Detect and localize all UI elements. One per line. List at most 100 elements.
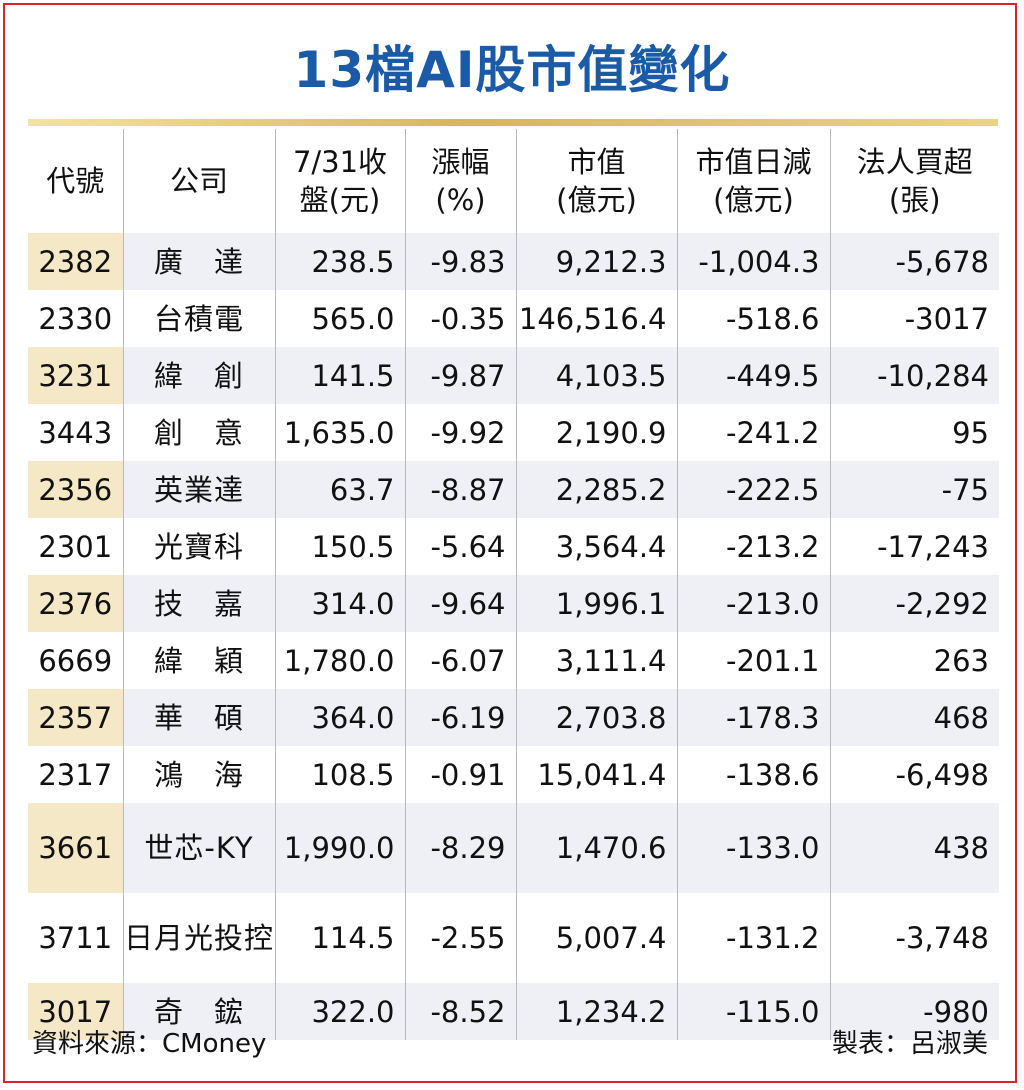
cell-company: 世芯-KY [122,803,275,893]
cell-market-cap: 2,285.2 [515,461,677,518]
author-note: 製表：呂淑美 [831,1029,988,1059]
cell-change: -8.87 [404,461,516,518]
cell-cap-drop: -1,004.3 [676,233,830,290]
cell-change: -9.83 [404,233,516,290]
table-row: 3711 日月光投控 114.5 -2.55 5,007.4 -131.2 -3,748 [28,893,999,983]
cell-market-cap: 3,111.4 [515,632,677,689]
cell-company: 光寶科 [122,518,275,575]
cell-change: -6.07 [404,632,516,689]
cell-close: 63.7 [274,461,405,518]
cell-change: -9.64 [404,575,516,632]
col-header-market-cap: 市值 (億元) [515,129,677,233]
cell-net-buy: 468 [829,689,999,746]
cell-code: 2382 [28,233,123,290]
cell-net-buy: -2,292 [829,575,999,632]
cell-net-buy: -5,678 [829,233,999,290]
cell-close: 322.0 [274,983,405,1040]
cell-code: 2356 [28,461,123,518]
col-header-close: 7/31收 盤(元) [274,129,405,233]
cell-company: 英業達 [122,461,275,518]
cell-company: 廣 達 [122,233,275,290]
col-header-net-buy: 法人買超 (張) [829,129,999,233]
cell-company: 鴻 海 [122,746,275,803]
table-row: 2357 華 碩 364.0 -6.19 2,703.8 -178.3 468 [28,689,999,746]
table-row: 2376 技 嘉 314.0 -9.64 1,996.1 -213.0 -2,292 [28,575,999,632]
cell-cap-drop: -138.6 [676,746,830,803]
cell-code: 3661 [28,803,123,893]
col-header-code: 代號 [46,164,105,198]
header-row: 代號 公司 7/31收 盤(元) 漲幅 (%) 市值 (億元) 市值日減 (億元) 法人… [28,129,999,233]
cell-cap-drop: -178.3 [676,689,830,746]
cell-market-cap: 15,041.4 [515,746,677,803]
cell-code: 3231 [28,347,123,404]
col-header-change: 漲幅 (%) [404,129,516,233]
cell-net-buy: 438 [829,803,999,893]
cell-company: 技 嘉 [122,575,275,632]
cell-company: 創 意 [122,404,275,461]
cell-market-cap: 146,516.4 [515,290,677,347]
cell-code: 3711 [38,921,113,955]
cell-market-cap: 4,103.5 [515,347,677,404]
table-body: 2382 廣 達 238.5 -9.83 9,212.3 -1,004.3 -5,678 23… [28,233,999,1040]
data-table: 代號 公司 7/31收 盤(元) 漲幅 (%) 市值 (億元) 市值日減 (億元) 法人… [28,129,999,1040]
cell-net-buy: -6,498 [829,746,999,803]
chart-frame [3,3,1017,1083]
cell-cap-drop: -213.0 [676,575,830,632]
cell-close: 1,635.0 [274,404,405,461]
cell-cap-drop: -131.2 [676,893,830,983]
cell-close: 114.5 [274,893,405,983]
cell-cap-drop: -201.1 [676,632,830,689]
cell-net-buy: -3017 [829,290,999,347]
table-row: 3443 創 意 1,635.0 -9.92 2,190.9 -241.2 95 [28,404,999,461]
cell-code: 2357 [28,689,123,746]
col-header-company: 公司 [122,129,275,233]
cell-close: 108.5 [274,746,405,803]
cell-market-cap: 1,996.1 [515,575,677,632]
cell-code: 2317 [38,757,113,792]
cell-cap-drop: -241.2 [676,404,830,461]
cell-cap-drop: -133.0 [676,803,830,893]
cell-code: 2301 [38,529,113,564]
cell-close: 314.0 [274,575,405,632]
cell-cap-drop: -222.5 [676,461,830,518]
cell-change: -2.55 [404,893,516,983]
cell-company: 台積電 [122,290,275,347]
table-row: 2317 鴻 海 108.5 -0.91 15,041.4 -138.6 -6,498 [28,746,999,803]
cell-cap-drop: -213.2 [676,518,830,575]
cell-net-buy: -10,284 [829,347,999,404]
title-underline [28,119,998,126]
cell-close: 141.5 [274,347,405,404]
cell-cap-drop: -518.6 [676,290,830,347]
cell-company: 緯 創 [122,347,275,404]
cell-net-buy: 263 [829,632,999,689]
cell-market-cap: 2,703.8 [515,689,677,746]
cell-code: 2330 [38,301,113,336]
cell-cap-drop: -115.0 [676,983,830,1040]
cell-close: 364.0 [274,689,405,746]
table-row: 2330 台積電 565.0 -0.35 146,516.4 -518.6 -3017 [28,290,999,347]
chart-title: 13檔AI股市值變化 [293,41,731,99]
cell-change: -8.52 [404,983,516,1040]
cell-change: -6.19 [404,689,516,746]
cell-change: -0.35 [404,290,516,347]
cell-change: -8.29 [404,803,516,893]
table-row: 3017 奇 鋐 322.0 -8.52 1,234.2 -115.0 -980 [28,983,999,1040]
cell-close: 565.0 [274,290,405,347]
table-row: 2356 英業達 63.7 -8.87 2,285.2 -222.5 -75 [28,461,999,518]
cell-market-cap: 5,007.4 [515,893,677,983]
cell-company: 緯 穎 [122,632,275,689]
cell-market-cap: 3,564.4 [515,518,677,575]
cell-close: 150.5 [274,518,405,575]
cell-close: 238.5 [274,233,405,290]
cell-market-cap: 2,190.9 [515,404,677,461]
col-header-cap-drop: 市值日減 (億元) [676,129,830,233]
cell-change: -9.92 [404,404,516,461]
source-note: 資料來源：CMoney [32,1029,267,1059]
cell-market-cap: 1,470.6 [515,803,677,893]
table-row: 2382 廣 達 238.5 -9.83 9,212.3 -1,004.3 -5,678 [28,233,999,290]
cell-change: -9.87 [404,347,516,404]
table-row: 6669 緯 穎 1,780.0 -6.07 3,111.4 -201.1 263 [28,632,999,689]
cell-close: 1,990.0 [274,803,405,893]
cell-cap-drop: -449.5 [676,347,830,404]
cell-market-cap: 1,234.2 [515,983,677,1040]
